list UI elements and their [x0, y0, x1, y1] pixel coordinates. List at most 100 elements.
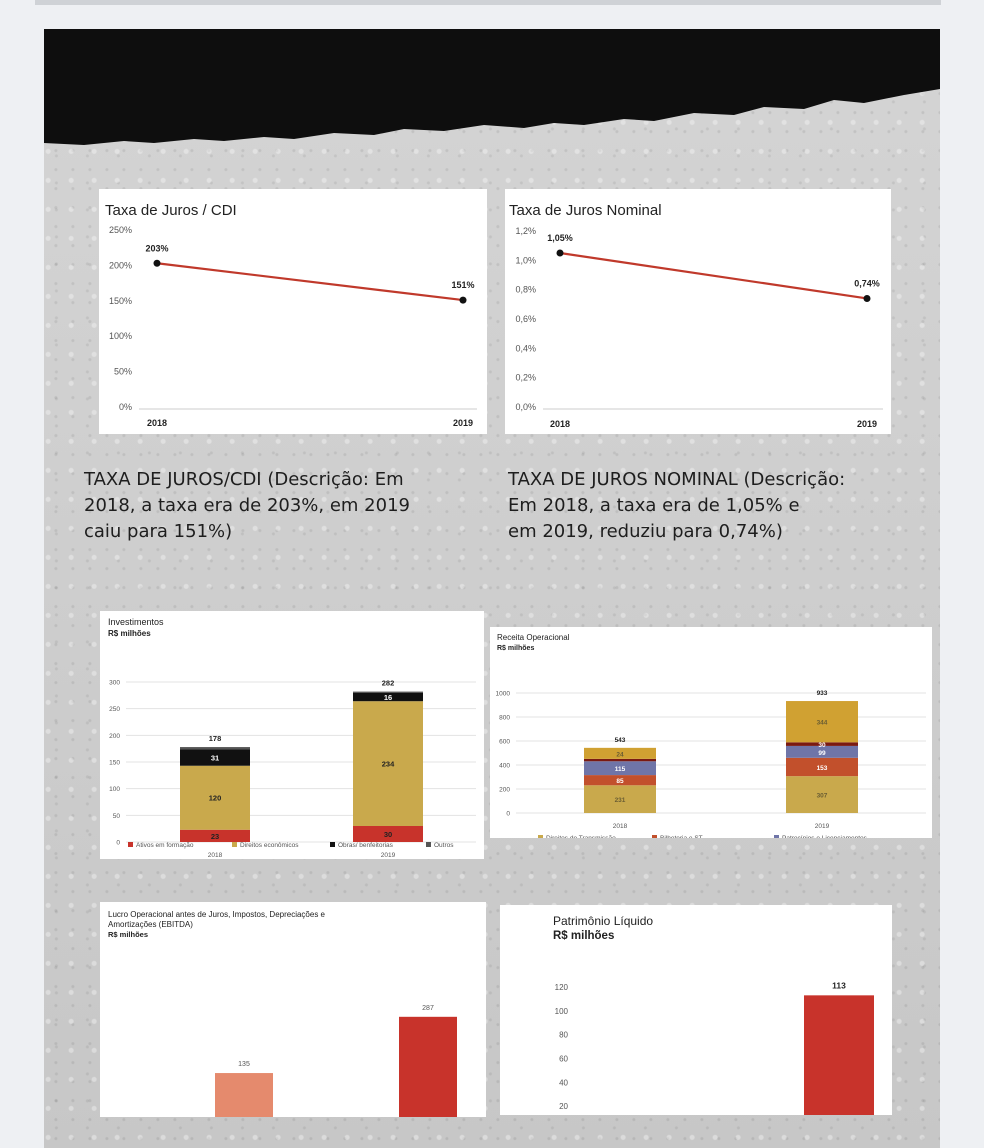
segment-label: 24 — [616, 751, 624, 758]
stacked-bar-segment — [786, 776, 858, 813]
chart-patrimonio-liquido: Patrimônio Líquido R$ milhões 120 100 80 60 40… — [500, 905, 892, 1115]
description-nominal: TAXA DE JUROS NOMINAL (Descrição: Em 201… — [508, 467, 845, 545]
stacked-bar-segment — [180, 749, 250, 766]
chart-subtitle: R$ milhões — [497, 645, 534, 652]
data-point — [459, 296, 467, 304]
y-tick-label: 150 — [109, 760, 120, 767]
top-divider — [35, 0, 941, 5]
data-label: 113 — [832, 980, 846, 990]
legend-swatch — [774, 835, 779, 838]
legend-swatch — [128, 842, 133, 847]
series-line — [156, 262, 464, 302]
y-tick-label: 120 — [555, 983, 569, 992]
segment-label: 31 — [211, 753, 219, 762]
y-tick-label: 50% — [114, 367, 132, 377]
x-tick-label: 2018 — [208, 852, 223, 859]
series-line — [559, 251, 868, 300]
description-nominal-line: Em 2018, a taxa era de 1,05% e — [508, 495, 800, 516]
y-tick-label: 80 — [559, 1031, 568, 1040]
description-nominal-line: em 2019, reduziu para 0,74%) — [508, 521, 783, 542]
segment-label: 120 — [209, 794, 222, 803]
chart-investimentos: Investimentos R$ milhões 300 250 200 150 100 50… — [100, 611, 484, 859]
description-cdi-line: 2018, a taxa era de 203%, em 2019 — [84, 495, 410, 516]
chart-title: Patrimônio Líquido — [553, 914, 653, 928]
x-tick-label: 2018 — [613, 823, 628, 830]
segment-label: 16 — [384, 693, 392, 702]
chart-title: Amortizações (EBITDA) — [108, 920, 193, 929]
y-tick-label: 100% — [109, 331, 132, 341]
segment-label: 153 — [817, 765, 828, 772]
y-tick-label: 200% — [109, 260, 132, 270]
legend-swatch — [330, 842, 335, 847]
chart-title: Investimentos — [108, 617, 164, 627]
chart-title: Receita Operacional — [497, 633, 570, 642]
total-label: 543 — [615, 737, 626, 744]
y-tick-label: 250% — [109, 225, 132, 235]
y-tick-label: 0,4% — [515, 343, 536, 353]
y-tick-label: 300 — [109, 680, 120, 687]
segment-label: 30 — [818, 742, 826, 749]
y-tick-label: 0 — [116, 840, 120, 847]
segment-label: 99 — [818, 750, 826, 757]
y-tick-label: 400 — [499, 763, 510, 770]
chart-subtitle: R$ milhões — [108, 629, 151, 638]
legend-swatch — [538, 835, 543, 838]
y-tick-label: 0,6% — [515, 314, 536, 324]
stacked-bar-segment — [353, 701, 423, 826]
x-tick-label: 2019 — [381, 852, 396, 859]
chart-subtitle: R$ milhões — [108, 930, 148, 939]
legend-label: Bilheteria e ST — [660, 835, 703, 838]
stacked-bar-segment — [180, 765, 250, 830]
y-tick-label: 250 — [109, 706, 120, 713]
legend-label: Patrocínios e Licenciamentos — [782, 835, 868, 838]
stacked-bar-segment — [584, 761, 656, 776]
y-tick-label: 0,2% — [515, 373, 536, 383]
total-label: 282 — [382, 679, 395, 688]
segment-label: 30 — [384, 830, 392, 839]
y-tick-label: 0% — [119, 402, 132, 412]
segment-label: 231 — [615, 797, 626, 804]
chart-receita-operacional: Receita Operacional R$ milhões 1000 800 600 4… — [490, 627, 932, 838]
chart-taxa-juros-cdi: Taxa de Juros / CDI 250% 200% 150% 100% 50% 0%… — [99, 189, 487, 434]
x-tick-label: 2018 — [147, 418, 167, 428]
data-label: 287 — [422, 1005, 434, 1012]
chart-ebitda: Lucro Operacional antes de Juros, Impost… — [100, 902, 486, 1117]
segment-label: 115 — [615, 766, 626, 773]
chart-title: Taxa de Juros / CDI — [105, 202, 237, 219]
y-tick-label: 0 — [506, 811, 510, 818]
stacked-bar-segment — [786, 757, 858, 777]
y-tick-label: 50 — [113, 813, 121, 820]
x-tick-label: 2019 — [857, 419, 877, 429]
y-tick-label: 100 — [555, 1007, 569, 1016]
stacked-bar-segment — [180, 829, 250, 842]
legend-label: Obras/ benfeitorias — [338, 842, 394, 849]
y-tick-label: 1000 — [496, 691, 511, 698]
total-label: 933 — [817, 690, 828, 697]
x-tick-label: 2019 — [453, 418, 473, 428]
y-tick-label: 600 — [499, 739, 510, 746]
legend-label: Ativos em formação — [136, 842, 194, 849]
y-tick-label: 0,8% — [515, 285, 536, 295]
legend-label: Outros — [434, 842, 454, 849]
stacked-bar-segment — [353, 691, 423, 693]
segment-label: 234 — [382, 760, 395, 769]
legend-label: Direitos econômicos — [240, 842, 299, 849]
total-label: 178 — [209, 734, 222, 743]
y-tick-label: 20 — [559, 1102, 568, 1111]
y-tick-label: 200 — [109, 733, 120, 740]
legend-swatch — [426, 842, 431, 847]
stacked-bar-segment — [584, 775, 656, 786]
stacked-bar-segment — [584, 747, 656, 759]
chart-taxa-juros-nominal: Taxa de Juros Nominal 1,2% 1,0% 0,8% 0,6% 0,4… — [505, 189, 891, 434]
segment-label: 85 — [616, 778, 624, 785]
x-tick-label: 2018 — [550, 419, 570, 429]
y-tick-label: 100 — [109, 786, 120, 793]
data-label: 1,05% — [547, 233, 573, 243]
bar — [215, 1073, 273, 1117]
chart-subtitle: R$ milhões — [553, 930, 614, 942]
segment-label: 344 — [817, 720, 828, 727]
bar — [804, 995, 874, 1115]
infographic-poster: Taxa de Juros / CDI 250% 200% 150% 100% 50% 0%… — [44, 29, 940, 1148]
segment-label: 23 — [211, 832, 219, 841]
y-tick-label: 150% — [109, 296, 132, 306]
